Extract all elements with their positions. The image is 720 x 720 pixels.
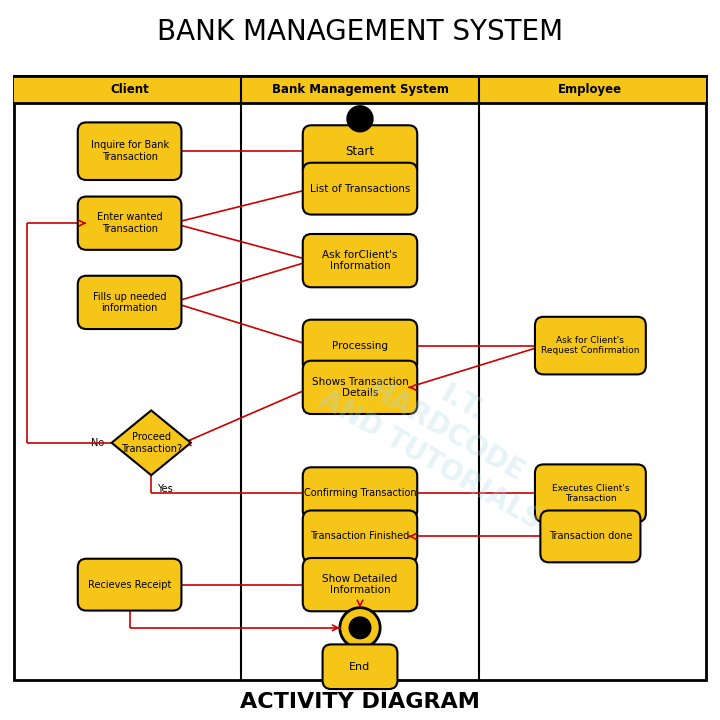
Bar	[14, 76, 706, 103]
Text: Transaction Finished: Transaction Finished	[310, 531, 410, 541]
FancyBboxPatch shape	[302, 361, 418, 414]
Text: No: No	[91, 438, 104, 448]
Text: Ask forClient's
Information: Ask forClient's Information	[323, 250, 397, 271]
Text: Enter wanted
Transaction: Enter wanted Transaction	[96, 212, 163, 234]
FancyBboxPatch shape	[302, 510, 418, 562]
Text: Shows Transaction
Details: Shows Transaction Details	[312, 377, 408, 398]
Text: Yes: Yes	[157, 484, 173, 494]
Text: Start: Start	[346, 145, 374, 158]
FancyBboxPatch shape	[302, 125, 418, 177]
Text: Client: Client	[110, 83, 149, 96]
Text: I.T.
HARDCODE
AND TUTORIALS: I.T. HARDCODE AND TUTORIALS	[314, 329, 579, 535]
FancyBboxPatch shape	[540, 510, 641, 562]
FancyBboxPatch shape	[78, 276, 181, 329]
Polygon shape	[112, 410, 191, 475]
Text: Show Detailed
Information: Show Detailed Information	[323, 574, 397, 595]
Bar	[14, 76, 706, 680]
FancyBboxPatch shape	[302, 163, 418, 215]
Text: Employee: Employee	[558, 83, 623, 96]
Text: Recieves Receipt: Recieves Receipt	[88, 580, 171, 590]
Text: Ask for Client's
Request Confirmation: Ask for Client's Request Confirmation	[541, 336, 639, 355]
Text: Processing: Processing	[332, 341, 388, 351]
Text: Fills up needed
information: Fills up needed information	[93, 292, 166, 313]
Text: Bank Management System: Bank Management System	[271, 83, 449, 96]
Text: BANK MANAGEMENT SYSTEM: BANK MANAGEMENT SYSTEM	[157, 19, 563, 46]
FancyBboxPatch shape	[302, 558, 418, 611]
FancyBboxPatch shape	[302, 320, 418, 372]
FancyBboxPatch shape	[535, 317, 646, 374]
FancyBboxPatch shape	[78, 559, 181, 611]
Circle shape	[340, 608, 380, 648]
FancyBboxPatch shape	[323, 644, 397, 689]
FancyBboxPatch shape	[535, 464, 646, 522]
Text: List of Transactions: List of Transactions	[310, 184, 410, 194]
Text: Proceed
Transaction?: Proceed Transaction?	[121, 432, 181, 454]
Text: End: End	[349, 662, 371, 672]
Text: Transaction done: Transaction done	[549, 531, 632, 541]
FancyBboxPatch shape	[302, 234, 418, 287]
Text: Executes Client's
Transaction: Executes Client's Transaction	[552, 484, 629, 503]
Text: Confirming Transaction: Confirming Transaction	[304, 488, 416, 498]
Circle shape	[347, 106, 373, 132]
FancyBboxPatch shape	[78, 122, 181, 180]
Circle shape	[349, 617, 371, 639]
Text: ACTIVITY DIAGRAM: ACTIVITY DIAGRAM	[240, 692, 480, 712]
Text: Inquire for Bank
Transaction: Inquire for Bank Transaction	[91, 140, 168, 162]
FancyBboxPatch shape	[302, 467, 418, 519]
FancyBboxPatch shape	[78, 197, 181, 250]
